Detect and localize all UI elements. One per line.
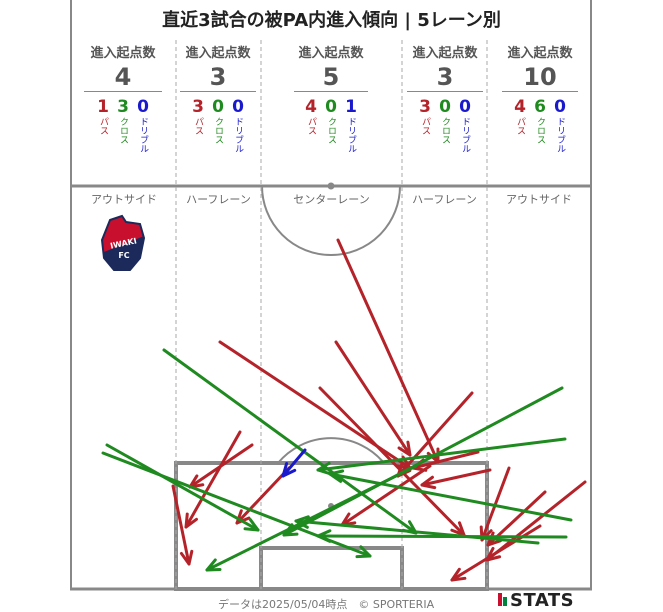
cross-arrow xyxy=(294,515,540,545)
dribble-count: 0 xyxy=(554,97,566,117)
pass-arrow xyxy=(450,524,542,582)
lane-total: 5 xyxy=(294,63,368,92)
cross-count: 0 xyxy=(212,97,224,117)
cross-count: 0 xyxy=(325,97,337,117)
pass-arrow xyxy=(479,466,511,542)
stats-logo-mark-icon xyxy=(498,593,502,606)
cross-label: クロス xyxy=(535,117,545,144)
pass-arrow xyxy=(171,484,194,566)
dribble-label: ドリブル xyxy=(460,117,470,153)
center-spot xyxy=(327,182,335,190)
lane-header: 進入起点数 xyxy=(507,46,573,61)
lane-name: ハーフレーン xyxy=(186,193,251,206)
lane-name: アウトサイド xyxy=(506,193,572,206)
cross-arrow xyxy=(328,469,573,522)
cross-label: クロス xyxy=(326,117,336,144)
lane-total: 4 xyxy=(84,63,162,92)
cross-count: 3 xyxy=(117,97,129,117)
lane-total: 3 xyxy=(407,63,483,92)
cross-count: 6 xyxy=(534,97,546,117)
dribble-count: 1 xyxy=(345,97,357,117)
svg-text:FC: FC xyxy=(118,251,129,260)
cross-arrow xyxy=(105,443,260,532)
goal-area xyxy=(259,546,404,591)
dribble-count: 0 xyxy=(137,97,149,117)
lane-header: 進入起点数 xyxy=(412,46,478,61)
pass-count: 3 xyxy=(192,97,204,117)
lane-center: 進入起点数 5 4 パス 0 クロス 1 ドリブル xyxy=(294,42,368,153)
stats-logo: STATS xyxy=(498,590,574,611)
dribble-label: ドリブル xyxy=(138,117,148,153)
lane-header: 進入起点数 xyxy=(90,46,156,61)
lane-outside-right: 進入起点数 10 4 パス 6 クロス 0 ドリブル xyxy=(502,42,578,153)
dribble-count: 0 xyxy=(459,97,471,117)
club-badge-icon: IWAKI FC xyxy=(100,214,146,271)
cross-arrow xyxy=(162,348,418,535)
cross-arrow xyxy=(316,437,567,476)
cross-count: 0 xyxy=(439,97,451,117)
lane-total: 3 xyxy=(180,63,256,92)
lane-halfspace-left: 進入起点数 3 3 パス 0 クロス 0 ドリブル xyxy=(180,42,256,153)
footer-credit: データは2025/05/04時点 © SPORTERIA xyxy=(218,598,435,611)
pass-count: 4 xyxy=(514,97,526,117)
lane-halfspace-right: 進入起点数 3 3 パス 0 クロス 0 ドリブル xyxy=(407,42,483,153)
pass-label: パス xyxy=(98,117,108,135)
lane-name: ハーフレーン xyxy=(412,193,477,206)
cross-label: クロス xyxy=(440,117,450,144)
pass-arrow xyxy=(420,468,492,490)
lane-header: 進入起点数 xyxy=(298,46,364,61)
dribble-label: ドリブル xyxy=(346,117,356,153)
pass-label: パス xyxy=(193,117,203,135)
cross-label: クロス xyxy=(213,117,223,144)
pass-count: 4 xyxy=(305,97,317,117)
pass-label: パス xyxy=(306,117,316,135)
stats-logo-mark-icon xyxy=(503,597,507,606)
center-circle xyxy=(261,185,401,256)
cross-arrow xyxy=(205,464,418,572)
lane-name: センターレーン xyxy=(293,193,370,206)
dribble-arrow xyxy=(281,448,307,478)
cross-arrow xyxy=(316,529,568,543)
lane-name: アウトサイド xyxy=(91,193,157,206)
cross-label: クロス xyxy=(118,117,128,144)
dribble-label: ドリブル xyxy=(555,117,565,153)
pass-count: 3 xyxy=(419,97,431,117)
stats-logo-text: STATS xyxy=(510,590,575,611)
pass-label: パス xyxy=(515,117,525,135)
pass-arrow xyxy=(334,340,412,457)
lane-header: 進入起点数 xyxy=(185,46,251,61)
pass-count: 1 xyxy=(97,97,109,117)
pass-arrow xyxy=(235,466,291,525)
dribble-count: 0 xyxy=(232,97,244,117)
lane-total: 10 xyxy=(502,63,578,92)
entry-arrows xyxy=(101,238,587,582)
chart-title: 直近3試合の被PA内進入傾向 | 5レーン別 xyxy=(162,10,501,31)
lane-outside-left: 進入起点数 4 1 パス 3 クロス 0 ドリブル xyxy=(84,42,162,153)
pass-label: パス xyxy=(420,117,430,135)
dribble-label: ドリブル xyxy=(233,117,243,153)
pass-arrow xyxy=(184,430,242,529)
penalty-arc xyxy=(277,437,385,464)
